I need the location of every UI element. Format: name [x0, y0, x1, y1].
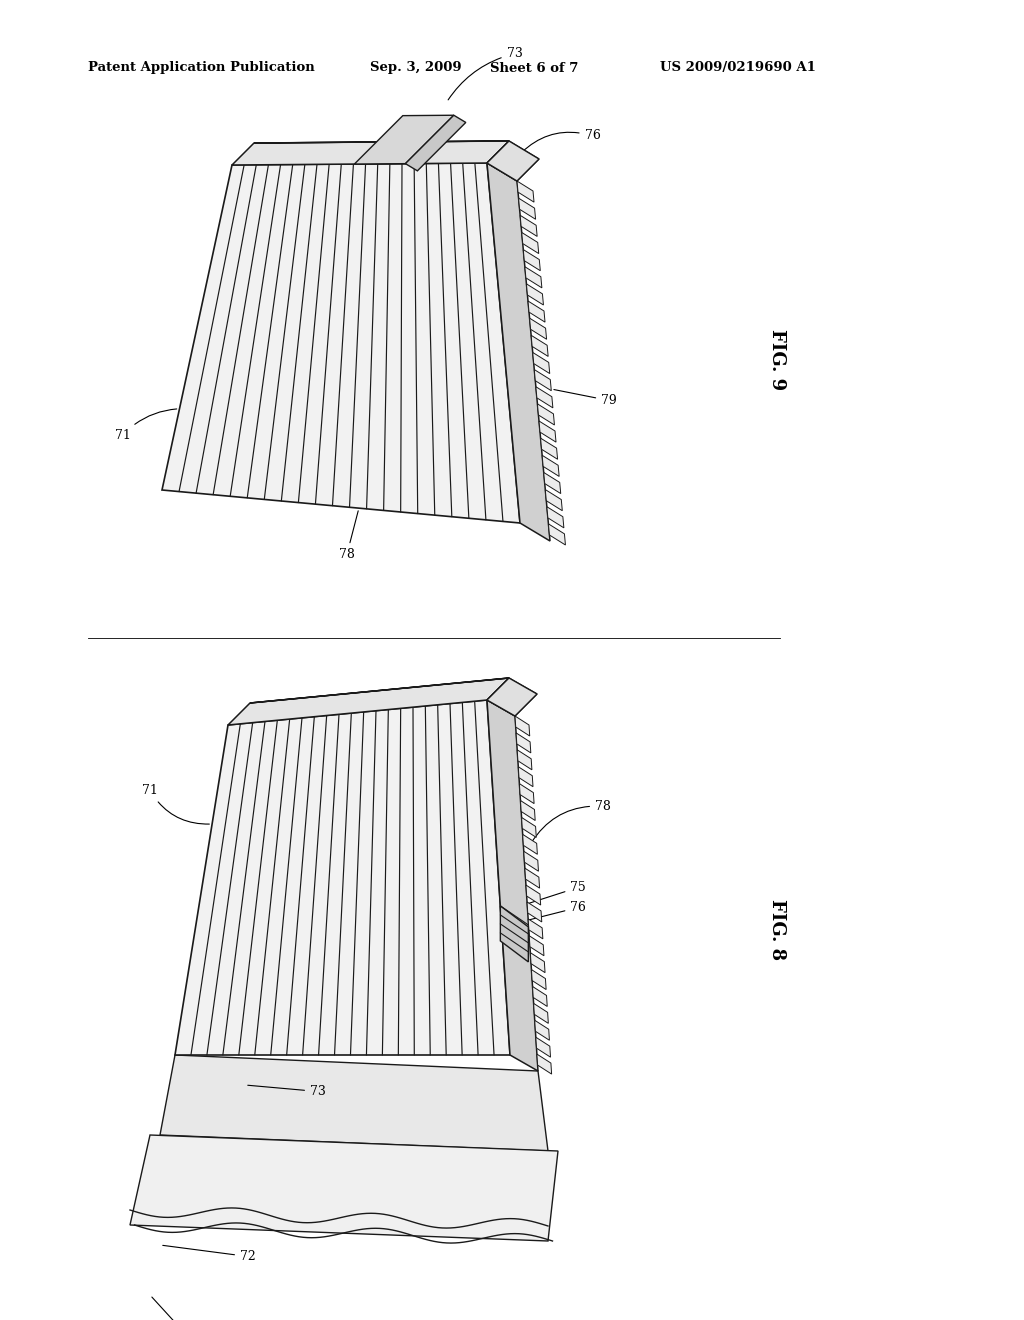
Polygon shape: [487, 162, 550, 541]
Polygon shape: [535, 1020, 550, 1040]
Polygon shape: [406, 115, 466, 170]
Polygon shape: [518, 198, 536, 219]
Text: 73: 73: [248, 1085, 326, 1098]
Polygon shape: [519, 784, 535, 804]
Text: 71: 71: [115, 409, 177, 442]
Polygon shape: [541, 438, 558, 459]
Polygon shape: [523, 851, 539, 871]
Text: 71: 71: [142, 784, 209, 824]
Polygon shape: [536, 387, 553, 408]
Text: 75: 75: [508, 880, 586, 909]
Polygon shape: [529, 936, 544, 956]
Text: Sep. 3, 2009: Sep. 3, 2009: [370, 62, 462, 74]
Polygon shape: [522, 834, 538, 854]
Text: 73: 73: [449, 48, 522, 100]
Text: 78: 78: [531, 800, 611, 842]
Polygon shape: [525, 869, 540, 888]
Polygon shape: [529, 318, 547, 339]
Polygon shape: [528, 919, 543, 939]
Polygon shape: [162, 162, 520, 523]
Text: 72: 72: [163, 1245, 256, 1263]
Text: Patent Application Publication: Patent Application Publication: [88, 62, 314, 74]
Polygon shape: [525, 267, 542, 288]
Text: 74: 74: [152, 1298, 196, 1320]
Polygon shape: [536, 1038, 551, 1057]
Polygon shape: [542, 455, 559, 477]
Polygon shape: [515, 715, 529, 737]
Polygon shape: [232, 141, 509, 165]
Polygon shape: [501, 906, 528, 962]
Polygon shape: [535, 370, 551, 391]
Polygon shape: [531, 970, 546, 990]
Polygon shape: [547, 507, 564, 528]
Polygon shape: [228, 678, 509, 725]
Polygon shape: [175, 700, 510, 1055]
Text: 76: 76: [508, 900, 586, 925]
Text: 76: 76: [521, 129, 600, 152]
Polygon shape: [520, 215, 538, 236]
Polygon shape: [521, 817, 537, 837]
Polygon shape: [517, 750, 531, 770]
Polygon shape: [528, 301, 545, 322]
Polygon shape: [526, 284, 544, 305]
Polygon shape: [521, 232, 539, 253]
Polygon shape: [160, 1055, 548, 1151]
Text: 79: 79: [554, 389, 616, 407]
Polygon shape: [527, 902, 542, 921]
Polygon shape: [130, 1135, 558, 1241]
Polygon shape: [487, 678, 537, 715]
Text: Sheet 6 of 7: Sheet 6 of 7: [490, 62, 579, 74]
Polygon shape: [534, 1003, 548, 1023]
Polygon shape: [487, 700, 538, 1071]
Text: FIG. 8: FIG. 8: [768, 899, 786, 961]
Text: US 2009/0219690 A1: US 2009/0219690 A1: [660, 62, 816, 74]
Polygon shape: [526, 884, 541, 906]
Polygon shape: [549, 524, 565, 545]
Polygon shape: [516, 733, 530, 752]
Polygon shape: [530, 953, 545, 973]
Text: 78: 78: [339, 511, 358, 561]
Polygon shape: [537, 1055, 552, 1074]
Polygon shape: [532, 986, 547, 1006]
Polygon shape: [544, 473, 561, 494]
Polygon shape: [539, 421, 556, 442]
Polygon shape: [532, 352, 550, 374]
Polygon shape: [254, 141, 539, 181]
Polygon shape: [520, 800, 536, 821]
Text: FIG. 9: FIG. 9: [768, 330, 786, 391]
Polygon shape: [531, 335, 548, 356]
Polygon shape: [517, 181, 535, 202]
Polygon shape: [546, 490, 562, 511]
Polygon shape: [518, 767, 534, 787]
Polygon shape: [250, 678, 537, 715]
Polygon shape: [487, 141, 539, 181]
Polygon shape: [354, 115, 454, 164]
Polygon shape: [538, 404, 554, 425]
Polygon shape: [523, 249, 541, 271]
